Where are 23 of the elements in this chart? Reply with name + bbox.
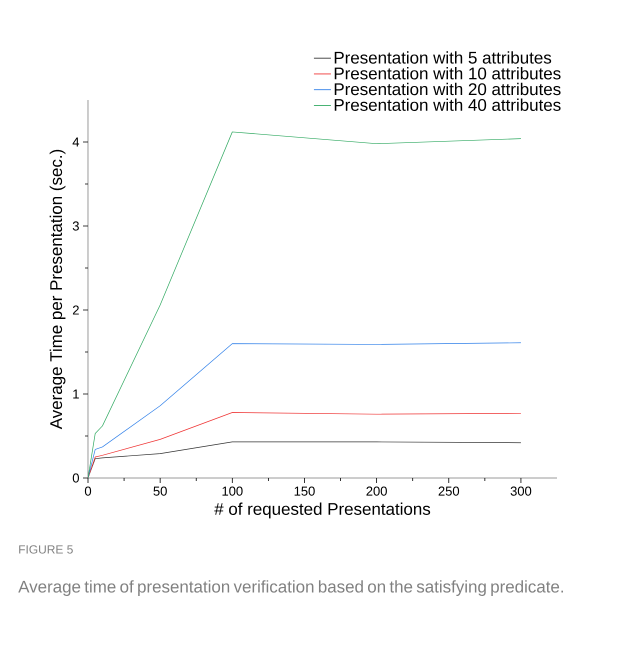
x-tick-label: 250 xyxy=(438,486,460,496)
text: Average time of presentation verification based on the satisfying predicate. xyxy=(18,580,564,596)
y-tick-label: 3 xyxy=(72,221,79,231)
x-axis-title: # of requested Presentations xyxy=(214,502,430,518)
line-series xyxy=(88,132,522,478)
y-tick-label: 4 xyxy=(72,138,80,146)
x-tick-label: 100 xyxy=(222,486,243,496)
legend-label: Presentation with 40 attributes xyxy=(334,98,561,111)
x-tick-label: 50 xyxy=(153,486,167,496)
x-tick-label: 150 xyxy=(294,486,315,496)
y-axis-title: Average Time per Presentation (sec.) xyxy=(50,150,66,430)
y-tick-label: 2 xyxy=(72,305,79,315)
line-series xyxy=(88,412,522,478)
y-tick-label: 1 xyxy=(73,390,79,398)
caption: FIGURE 5 xyxy=(19,545,73,554)
line-series xyxy=(88,342,522,478)
legend-label: Presentation with 10 attributes xyxy=(334,67,561,80)
y-tick-label: 0 xyxy=(72,473,79,483)
legend-label: Presentation with 5 attributes xyxy=(334,51,552,64)
legend-label: Presentation with 20 attributes xyxy=(334,82,561,96)
x-tick-label: 200 xyxy=(366,486,387,496)
x-tick-label: 0 xyxy=(84,486,92,496)
x-tick-label: 300 xyxy=(510,486,532,496)
